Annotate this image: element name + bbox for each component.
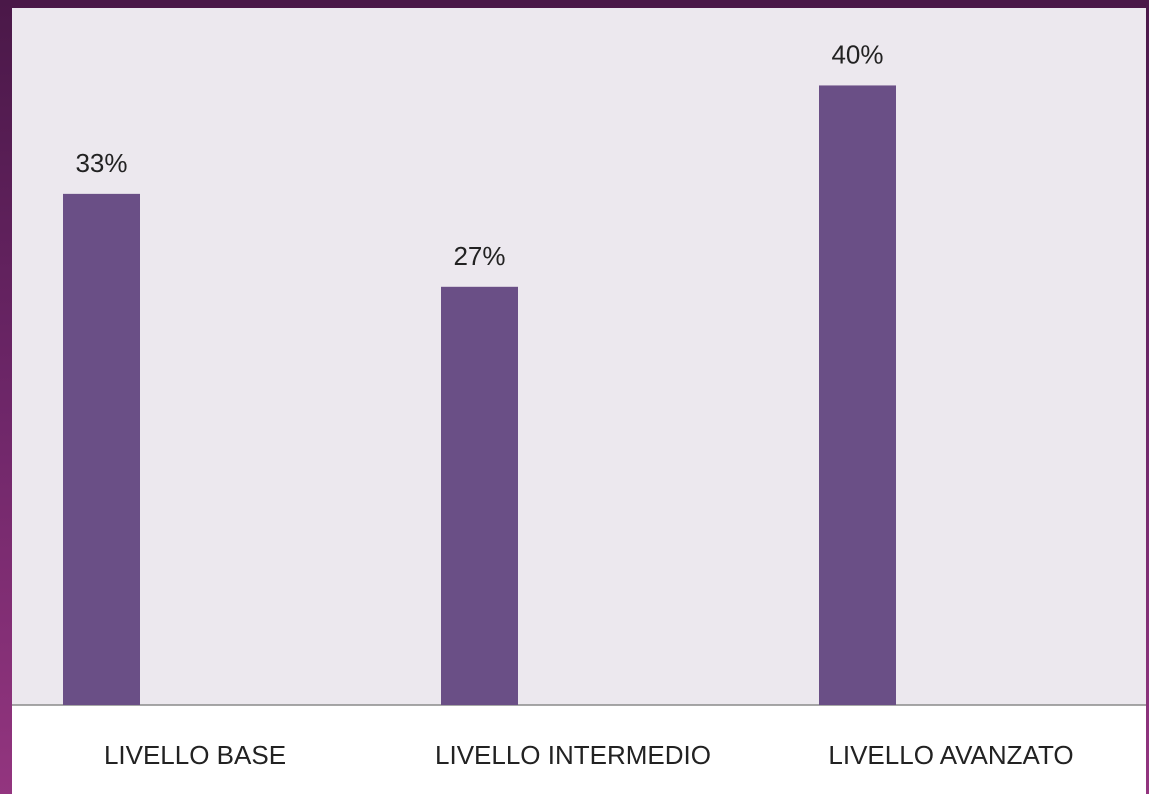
category-label-1: LIVELLO BASE [104, 740, 286, 770]
bar-chart: 33% 27% 40% LIVELLO BASE LIVELLO INTERMEDIO… [12, 39, 1146, 770]
category-label-3: LIVELLO AVANZATO [828, 740, 1073, 770]
data-label-2: 27% [453, 241, 505, 271]
data-label-1: 33% [75, 148, 127, 178]
value-labels-group: 33% 27% 40% [75, 39, 883, 270]
bars-group [63, 85, 896, 705]
bar-2 [441, 286, 518, 705]
plot-area [12, 8, 1146, 705]
chart-panel: 33% 27% 40% LIVELLO BASE LIVELLO INTERMEDIO… [12, 8, 1146, 794]
category-labels-group: LIVELLO BASE LIVELLO INTERMEDIO LIVELLO AV… [104, 740, 1074, 770]
bar-3 [819, 85, 896, 705]
data-label-3: 40% [831, 39, 883, 69]
bar-1 [63, 193, 140, 705]
category-label-2: LIVELLO INTERMEDIO [435, 740, 711, 770]
